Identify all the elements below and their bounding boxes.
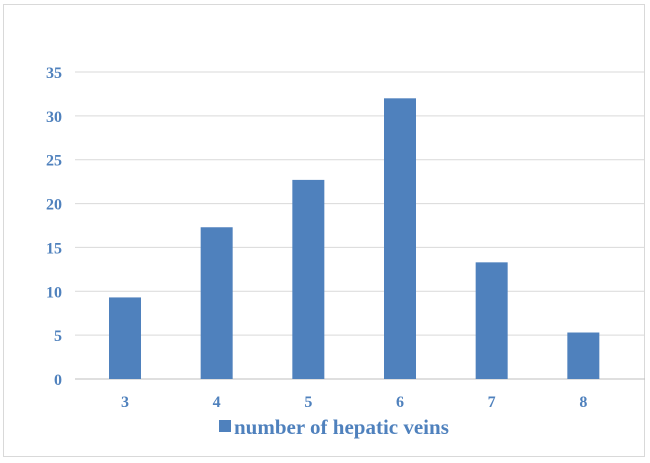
y-tick-label: 0 — [54, 372, 62, 389]
x-tick-labels: 3 4 5 6 7 8 — [121, 394, 587, 411]
x-tick-label: 7 — [488, 394, 496, 411]
y-tick-label: 15 — [46, 240, 62, 257]
bar — [109, 297, 141, 379]
bar — [384, 98, 416, 380]
x-tick-label: 5 — [304, 394, 312, 411]
x-tick-label: 8 — [579, 394, 587, 411]
y-tick-label: 30 — [46, 109, 62, 126]
legend-swatch — [219, 420, 231, 432]
y-tick-label: 20 — [46, 197, 62, 214]
y-tick-labels: 0 5 10 15 20 25 30 35 — [46, 65, 62, 389]
bars — [109, 98, 600, 380]
bar — [567, 332, 600, 379]
y-tick-label: 25 — [46, 153, 62, 170]
y-tick-label: 10 — [46, 284, 62, 301]
x-tick-label: 3 — [121, 394, 129, 411]
legend-label: number of hepatic veins — [234, 415, 449, 439]
x-tick-label: 4 — [213, 394, 221, 411]
gridlines — [75, 71, 645, 336]
y-tick-label: 5 — [54, 328, 62, 345]
legend: number of hepatic veins — [219, 415, 449, 439]
bar — [475, 262, 508, 379]
bar — [200, 227, 233, 379]
y-tick-label: 35 — [46, 65, 62, 82]
x-tick-label: 6 — [396, 394, 404, 411]
bar — [292, 179, 325, 379]
